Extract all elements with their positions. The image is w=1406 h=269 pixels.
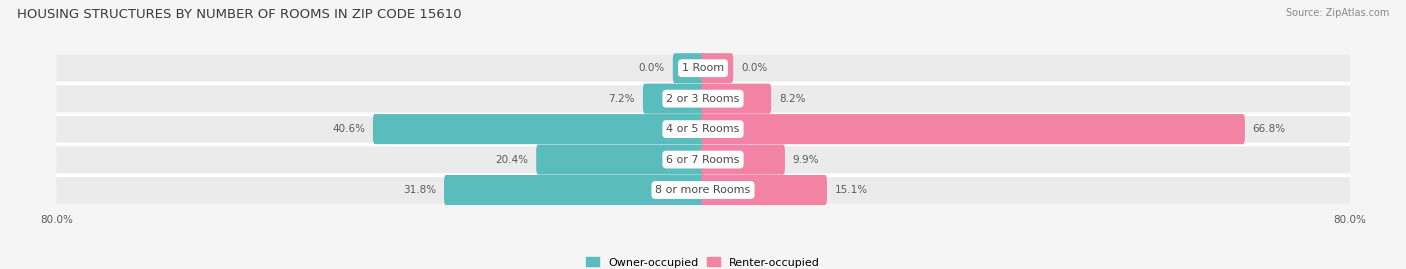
FancyBboxPatch shape [444,175,704,205]
Text: 66.8%: 66.8% [1253,124,1286,134]
FancyBboxPatch shape [702,114,1244,144]
FancyBboxPatch shape [56,85,1350,112]
Text: 31.8%: 31.8% [404,185,436,195]
Text: 1 Room: 1 Room [682,63,724,73]
FancyBboxPatch shape [56,116,1350,143]
Text: 8.2%: 8.2% [779,94,806,104]
FancyBboxPatch shape [56,177,1350,203]
Text: 9.9%: 9.9% [793,155,820,165]
Text: 4 or 5 Rooms: 4 or 5 Rooms [666,124,740,134]
FancyBboxPatch shape [702,53,733,83]
Text: Source: ZipAtlas.com: Source: ZipAtlas.com [1285,8,1389,18]
Text: 0.0%: 0.0% [741,63,768,73]
FancyBboxPatch shape [643,84,704,114]
FancyBboxPatch shape [56,55,1350,82]
FancyBboxPatch shape [373,114,704,144]
Text: 15.1%: 15.1% [835,185,868,195]
FancyBboxPatch shape [56,146,1350,173]
FancyBboxPatch shape [702,175,827,205]
FancyBboxPatch shape [702,144,785,175]
Text: 0.0%: 0.0% [638,63,665,73]
FancyBboxPatch shape [702,84,770,114]
Text: 6 or 7 Rooms: 6 or 7 Rooms [666,155,740,165]
Text: 8 or more Rooms: 8 or more Rooms [655,185,751,195]
Text: 7.2%: 7.2% [609,94,636,104]
Text: 2 or 3 Rooms: 2 or 3 Rooms [666,94,740,104]
Text: 20.4%: 20.4% [495,155,529,165]
FancyBboxPatch shape [536,144,704,175]
Legend: Owner-occupied, Renter-occupied: Owner-occupied, Renter-occupied [581,253,825,269]
Text: 40.6%: 40.6% [332,124,366,134]
FancyBboxPatch shape [673,53,704,83]
Text: HOUSING STRUCTURES BY NUMBER OF ROOMS IN ZIP CODE 15610: HOUSING STRUCTURES BY NUMBER OF ROOMS IN… [17,8,461,21]
